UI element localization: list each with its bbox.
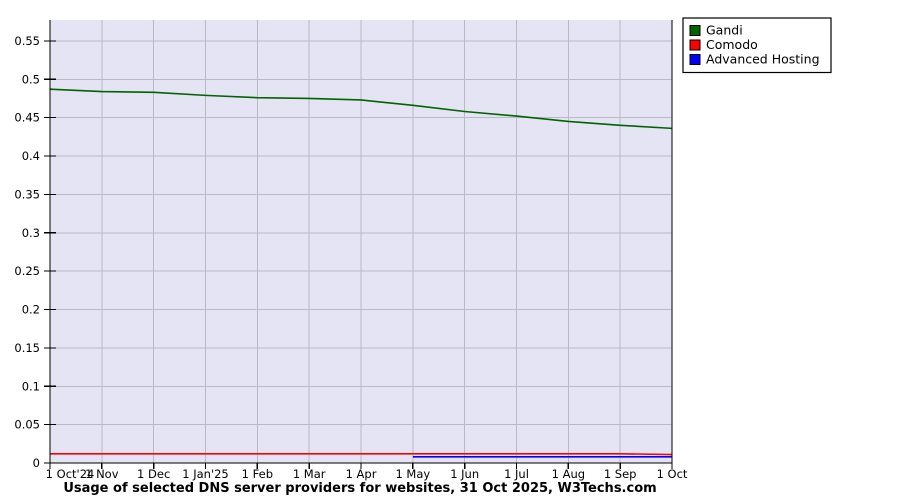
series-lines (49, 88, 673, 458)
x-tick-label: 1 Dec (137, 467, 170, 481)
y-tick-label: 0.25 (14, 264, 40, 278)
y-tick-label: 0.45 (14, 111, 40, 125)
legend-swatch-advanced-hosting[interactable] (689, 54, 701, 65)
x-tick-label: 1 Jan'25 (182, 467, 229, 481)
x-tick-label: 1 Aug (552, 467, 585, 481)
x-tick-label: 1 Oct'24 (46, 467, 95, 481)
x-axis-ticks: 1 Oct'241 Nov 1 Dec 1 Jan'25 1 Feb 1 Mar 1 Ap… (46, 463, 688, 481)
x-tick-label: 1 Feb (242, 467, 273, 481)
y-tick-label: 0.35 (14, 187, 40, 201)
x-tick-label: 1 May (395, 467, 430, 481)
y-tick-label: 0.1 (22, 379, 40, 393)
y-tick-label: 0.05 (14, 418, 40, 432)
x-tick-label: 1 Mar (293, 467, 326, 481)
chart-title: Usage of selected DNS server providers f… (63, 481, 656, 496)
y-tick-label: 0.15 (14, 341, 40, 355)
legend-background (682, 17, 832, 74)
x-tick-label: 1 Apr (346, 467, 377, 481)
x-tick-label: 1 Jun (450, 467, 479, 481)
y-tick-label: 0.55 (14, 34, 40, 48)
y-tick-label: 0 (33, 456, 40, 470)
legend-label-advanced-hosting[interactable]: Advanced Hosting (706, 52, 820, 67)
legend-label-comodo[interactable]: Comodo (706, 37, 758, 52)
x-tick-label: 1 Nov (85, 467, 119, 481)
y-tick-label: 0.5 (22, 72, 40, 86)
x-tick-label: 1 Sep (604, 467, 637, 481)
legend-swatch-comodo[interactable] (689, 39, 701, 51)
y-tick-label: 0.3 (22, 226, 40, 240)
y-axis-ticks: 0 0.05 0.1 0.15 0.2 0.25 0.3 0.35 0.4 0.45 0.5 0.55 (14, 34, 56, 470)
legend-swatch-gandi[interactable] (689, 25, 701, 36)
x-tick-label: 1 Oct (657, 467, 688, 481)
y-tick-label: 0.2 (22, 303, 40, 317)
y-tick-label: 0.4 (22, 149, 40, 163)
series-line-comodo (50, 452, 673, 456)
x-tick-label: 1 Jul (504, 467, 529, 481)
legend-label-gandi[interactable]: Gandi (706, 23, 743, 38)
series-line-gandi (49, 88, 673, 130)
